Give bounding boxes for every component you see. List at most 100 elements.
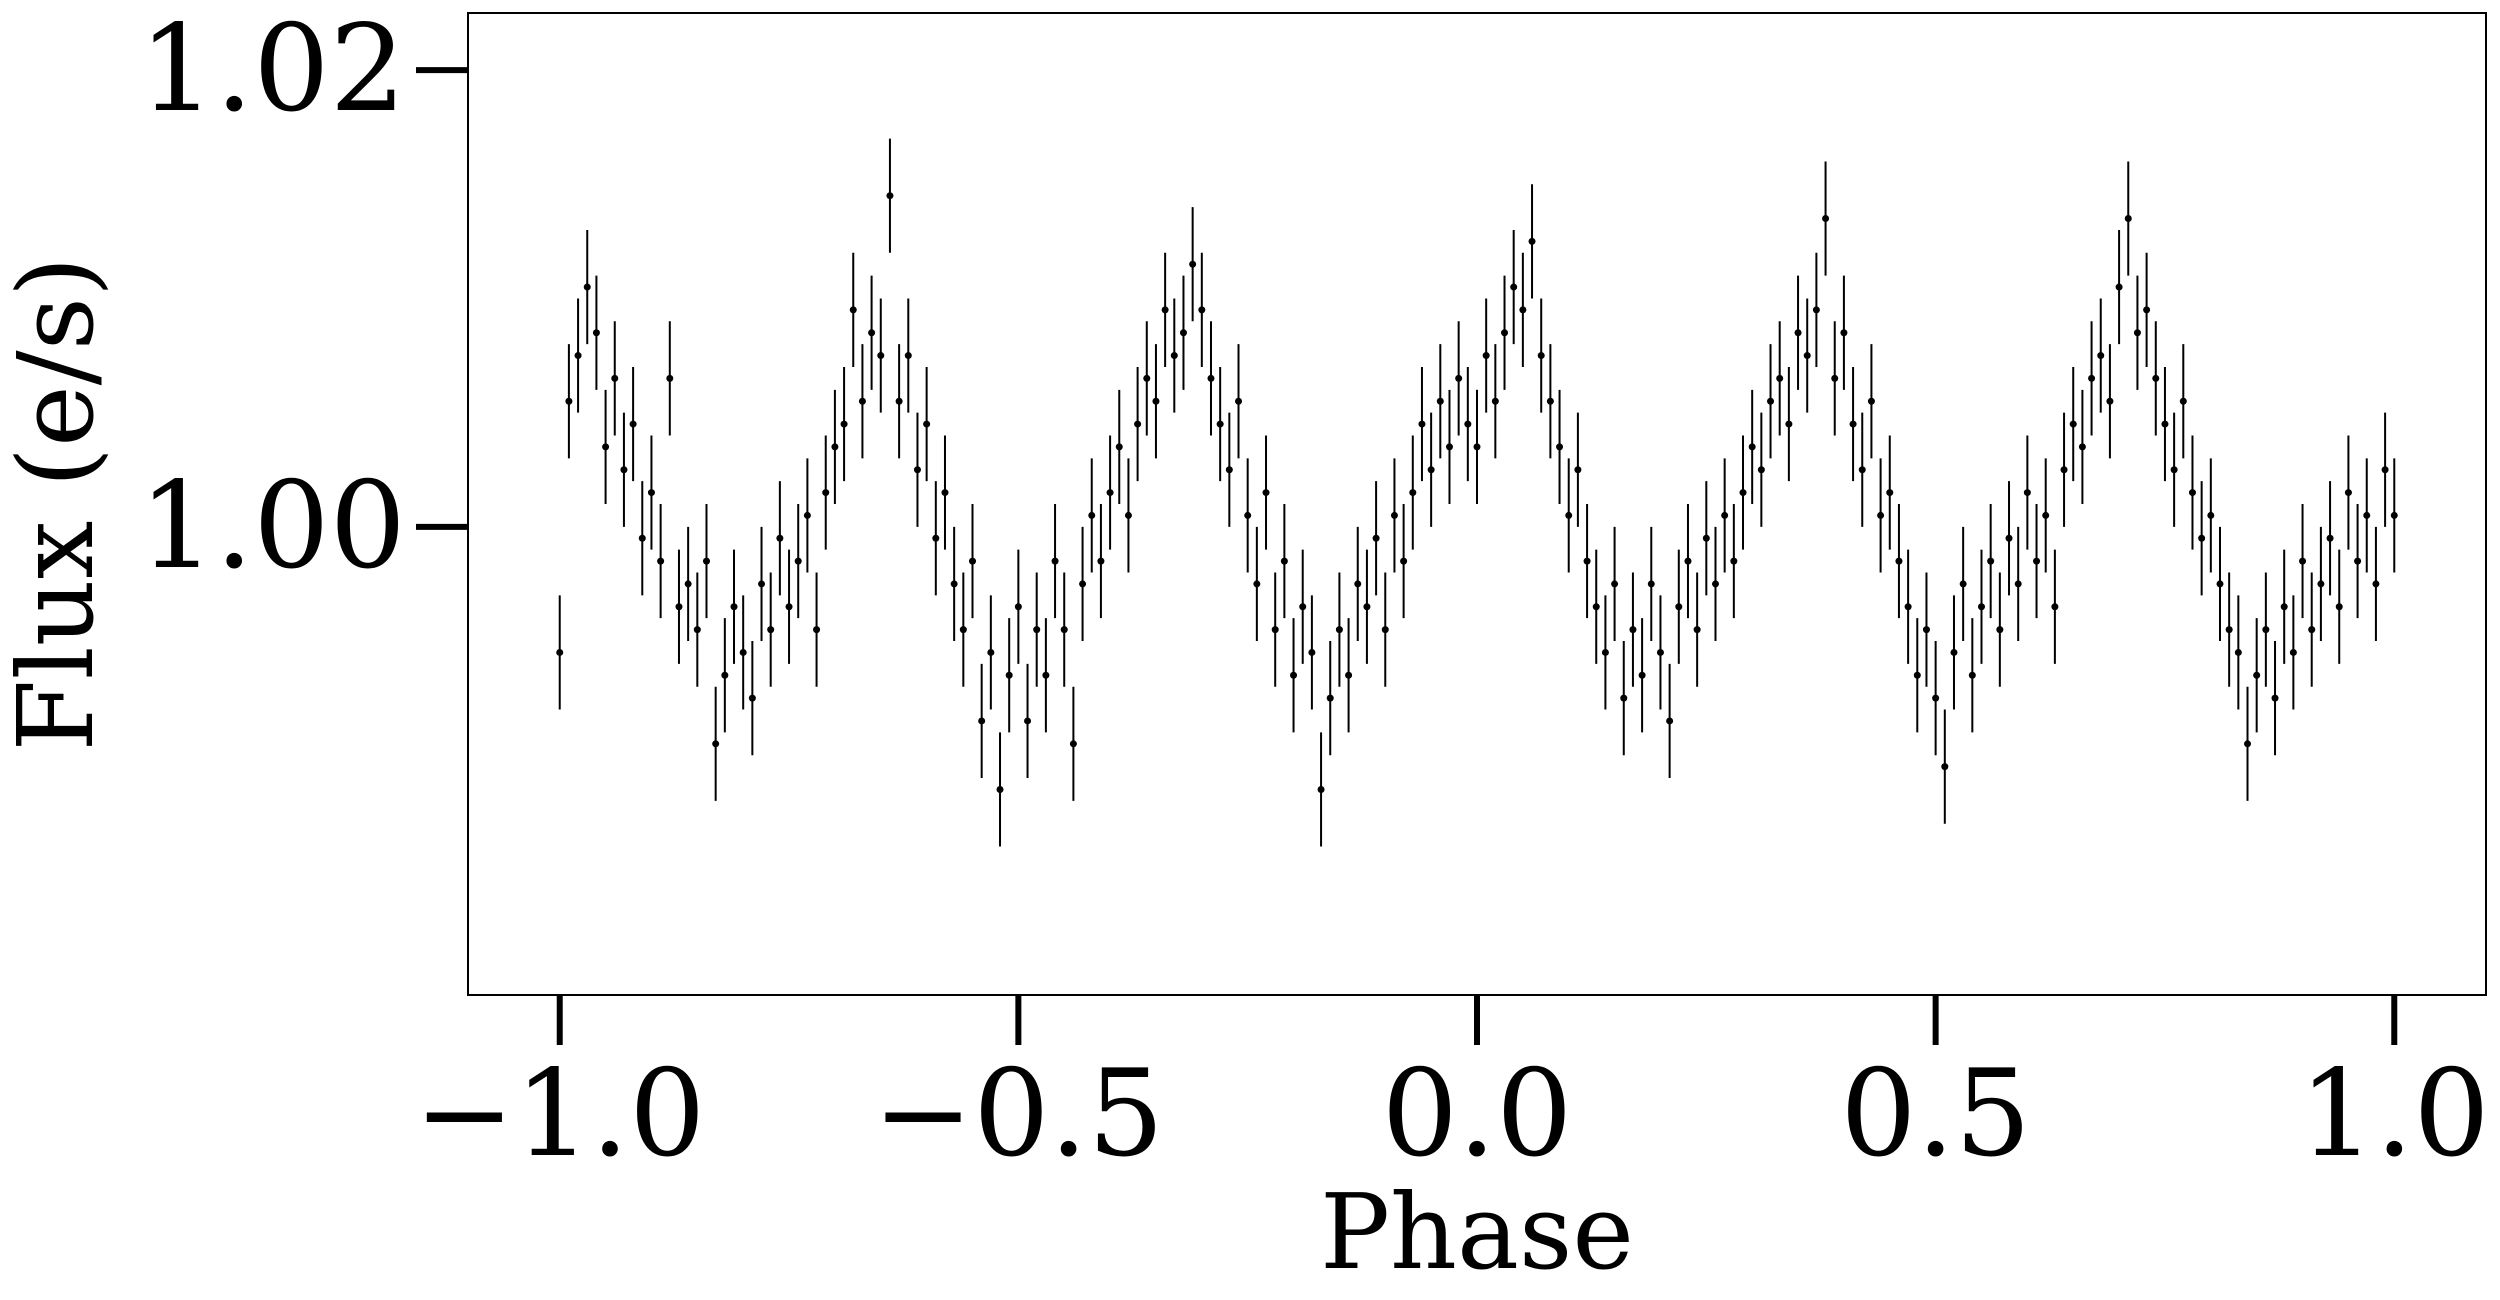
data-point xyxy=(2170,466,2178,474)
data-point xyxy=(657,557,665,565)
data-point xyxy=(702,557,710,565)
data-point xyxy=(904,352,912,360)
data-point xyxy=(1932,694,1940,702)
data-layer xyxy=(556,138,2398,847)
data-point xyxy=(941,489,949,497)
data-point xyxy=(2042,511,2050,519)
data-point xyxy=(1546,397,1554,405)
data-point xyxy=(1198,306,1206,314)
data-point xyxy=(1702,534,1710,542)
data-point xyxy=(978,717,986,725)
data-point xyxy=(1225,466,1233,474)
data-point xyxy=(1418,420,1426,428)
data-point xyxy=(950,580,958,588)
data-point xyxy=(1152,397,1160,405)
data-point xyxy=(2161,420,2169,428)
x-axis-ticks: −1.0 −0.5 0.0 0.5 1.0 xyxy=(414,995,2490,1184)
x-axis-label: Phase xyxy=(1320,1171,1634,1293)
data-point xyxy=(675,603,683,611)
data-point xyxy=(1978,603,1985,611)
data-point xyxy=(1592,603,1600,611)
data-point xyxy=(666,374,674,382)
data-point xyxy=(1308,648,1316,656)
data-point xyxy=(1106,489,1114,497)
data-point xyxy=(1024,717,1032,725)
data-point xyxy=(2179,397,2187,405)
data-point xyxy=(1271,626,1279,634)
data-point xyxy=(2234,648,2242,656)
data-point xyxy=(1647,580,1655,588)
data-point xyxy=(1812,306,1820,314)
data-point xyxy=(2354,557,2362,565)
data-point xyxy=(620,466,628,474)
data-point xyxy=(1730,557,1738,565)
data-point xyxy=(1244,511,1252,519)
y-axis-ticks: 1.00 1.02 xyxy=(139,0,468,596)
data-point xyxy=(2262,626,2270,634)
data-point xyxy=(2051,603,2059,611)
data-point xyxy=(592,329,600,337)
data-point xyxy=(2060,466,2068,474)
data-point xyxy=(602,443,610,451)
data-point xyxy=(1867,397,1875,405)
x-tick-label: −0.5 xyxy=(873,1045,1164,1184)
data-point xyxy=(996,785,1004,793)
data-point xyxy=(693,626,701,634)
data-point xyxy=(730,603,738,611)
data-point xyxy=(987,648,995,656)
data-point xyxy=(1858,466,1866,474)
data-point xyxy=(2253,671,2261,679)
data-point xyxy=(1124,511,1132,519)
data-point xyxy=(2133,329,2141,337)
data-point xyxy=(1904,603,1912,611)
data-point xyxy=(1317,785,1325,793)
data-point xyxy=(1895,557,1903,565)
data-point xyxy=(712,740,720,748)
data-point xyxy=(1143,374,1151,382)
data-point xyxy=(1455,374,1463,382)
data-point xyxy=(767,626,775,634)
y-axis-label: Flux (e/s) xyxy=(0,256,117,751)
data-point xyxy=(2207,511,2215,519)
data-point xyxy=(2317,580,2325,588)
data-point xyxy=(913,466,921,474)
data-point xyxy=(1409,489,1417,497)
data-point xyxy=(785,603,793,611)
data-point xyxy=(1262,489,1270,497)
data-point xyxy=(1354,580,1362,588)
data-point xyxy=(2188,489,2196,497)
data-point xyxy=(822,489,830,497)
data-point xyxy=(2299,557,2307,565)
data-point xyxy=(565,397,573,405)
data-point xyxy=(1042,671,1050,679)
data-point xyxy=(1620,694,1628,702)
data-point xyxy=(1381,626,1389,634)
data-point xyxy=(611,374,619,382)
data-point xyxy=(629,420,637,428)
data-point xyxy=(1290,671,1298,679)
data-point xyxy=(1134,420,1142,428)
x-tick-label: 0.0 xyxy=(1382,1045,1573,1184)
data-point xyxy=(1996,626,2004,634)
data-point xyxy=(1179,329,1187,337)
data-point xyxy=(1161,306,1169,314)
data-point xyxy=(1565,511,1573,519)
data-point xyxy=(1216,420,1224,428)
data-point xyxy=(1877,511,1885,519)
data-point xyxy=(1583,557,1591,565)
data-point xyxy=(2014,580,2022,588)
data-point xyxy=(1097,557,1105,565)
data-point xyxy=(1601,648,1609,656)
data-point xyxy=(1473,443,1481,451)
data-point xyxy=(1941,763,1949,771)
data-point xyxy=(1427,466,1435,474)
data-point xyxy=(1280,557,1288,565)
data-point xyxy=(2097,352,2105,360)
data-point xyxy=(1831,374,1839,382)
data-point xyxy=(1363,603,1371,611)
data-point xyxy=(1335,626,1343,634)
data-point xyxy=(969,557,976,565)
data-point xyxy=(1189,260,1197,268)
data-point xyxy=(739,648,747,656)
data-point xyxy=(1390,511,1398,519)
